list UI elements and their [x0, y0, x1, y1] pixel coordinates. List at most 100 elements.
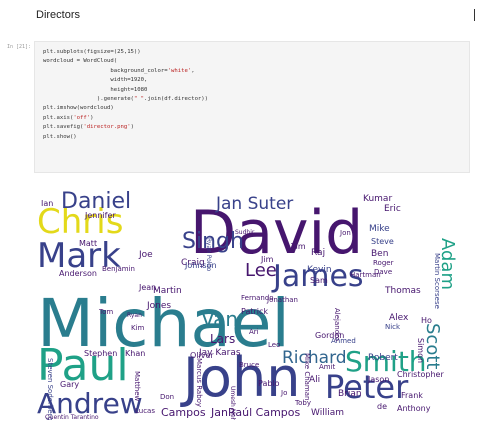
wordcloud-word: Steven Soderbergh [46, 358, 54, 420]
wordcloud-word: de [377, 402, 387, 411]
wordcloud-word: Ryan [127, 312, 142, 319]
wordcloud-word: Smith [345, 345, 427, 378]
code-token: ) [130, 124, 134, 131]
wordcloud-word: Chris [37, 202, 123, 242]
wordcloud-word: Eric [384, 204, 401, 214]
wordcloud-word: Paul [37, 340, 129, 391]
wordcloud-word: Pablo [258, 379, 280, 388]
wordcloud-word: Amit [319, 363, 336, 371]
wordcloud-word: Michael [37, 285, 290, 362]
wordcloud-word: Jennifer [84, 211, 116, 220]
wordcloud-word: Quentin Tarantino [45, 414, 99, 420]
code-cell[interactable]: plt.subplots(figsize=(25,15)) wordcloud =… [34, 41, 470, 173]
wordcloud-word: Anthony [397, 404, 431, 413]
wordcloud-word: Sam [310, 276, 328, 285]
code-line: plt.savefig('director.png') [43, 123, 208, 132]
wordcloud-word: Raúl Campos [228, 406, 301, 419]
wordcloud-word: Martin Scorsese [433, 253, 441, 309]
code-string: " " [133, 96, 145, 103]
wordcloud-word: Jason [367, 375, 389, 384]
wordcloud-word: Jan Suter [215, 194, 293, 214]
code-line: ).generate(" ".join(df.director)) [43, 95, 208, 104]
wordcloud-word: Simon [416, 338, 425, 363]
wordcloud-word: Jonathan [266, 296, 298, 304]
wordcloud-word: Scott [422, 323, 443, 369]
wordcloud-word: John [180, 346, 300, 409]
wordcloud-word: Craig [181, 258, 205, 268]
code-token: ).generate( [43, 96, 134, 103]
wordcloud-word: Anderson [59, 269, 97, 278]
code-string: 'white' [167, 67, 192, 74]
wordcloud-word: Adam [437, 238, 458, 290]
code-token: plt.savefig( [43, 124, 84, 131]
wordcloud-word: Leo [268, 341, 280, 349]
wordcloud-word: Alex [389, 313, 409, 323]
wordcloud-word: Kumar [363, 194, 392, 204]
wordcloud-word: Lucas [135, 407, 155, 415]
wordcloud-word: Robert [368, 353, 398, 363]
code-line: width=1920, [43, 76, 208, 85]
wordcloud-word: Dave [374, 268, 392, 276]
wordcloud-word: Sudhir [235, 229, 255, 236]
code-string: 'director.png' [83, 124, 131, 131]
wordcloud-word: Kevin [307, 265, 332, 275]
wordcloud-word: Ari [249, 328, 259, 336]
wordcloud-word: Ben [371, 249, 388, 259]
wordcloud-word: Steve [371, 237, 394, 246]
code-string: 'off' [73, 114, 91, 121]
wordcloud-word: David [190, 198, 363, 268]
wordcloud-word: Mike [369, 224, 390, 234]
code-token: .join(df.director)) [144, 96, 209, 103]
wordcloud-word: Gordon [315, 331, 344, 340]
wordcloud-word: Tim [290, 242, 306, 251]
wordcloud-word: Lars [210, 332, 235, 346]
code-line: wordcloud = WordCloud( [43, 57, 208, 66]
code-line: height=1080 [43, 86, 208, 95]
wordcloud-word: Roger [373, 259, 394, 267]
wordcloud-word: Christopher [397, 370, 444, 379]
wordcloud-word: Jan [210, 406, 228, 419]
wordcloud-output: David Michael John Paul Andrew Chris Mark Danie… [35, 183, 465, 420]
wordcloud-word: Jay Karas [198, 348, 241, 358]
wordcloud-word: Toby [294, 399, 311, 407]
wordcloud-word: Jon [339, 229, 351, 237]
code-token: width=1920, [43, 77, 148, 84]
wordcloud-word: Mike Chaman [303, 353, 311, 400]
text-cursor [474, 9, 475, 21]
wordcloud-word: Gary [60, 380, 79, 389]
wordcloud-word: William [311, 408, 344, 418]
code-line: background_color='white', [43, 67, 208, 76]
wordcloud-word: Fernando [241, 294, 274, 302]
wordcloud-word: Thomas [384, 286, 421, 296]
wordcloud-word: Daniel [61, 189, 131, 214]
wordcloud-word: Patrick [241, 307, 268, 316]
cell-prompt: In [21]: [7, 44, 32, 50]
wordcloud-word: Jones [146, 301, 171, 311]
code-editor[interactable]: plt.subplots(figsize=(25,15)) wordcloud =… [43, 48, 208, 142]
wordcloud-word: Benjamin [102, 265, 135, 273]
wordcloud-word: Marcus Raboy [195, 358, 203, 407]
wordcloud-word: Singh [182, 229, 244, 254]
wordcloud-word: Stephen [84, 349, 117, 358]
wordcloud-word: Frank [401, 391, 423, 400]
wordcloud-word: Kim [131, 324, 145, 332]
wordcloud-word: Jim [260, 255, 274, 264]
wordcloud-word: Oliver [190, 351, 214, 360]
wordcloud-word: Nick [385, 323, 401, 331]
code-line: plt.subplots(figsize=(25,15)) [43, 48, 208, 57]
wordcloud-word: Matt [79, 239, 97, 248]
wordcloud-word: Hartman [350, 271, 381, 279]
wordcloud-word: Peter [325, 368, 409, 406]
wordcloud-word: Andrew [37, 387, 143, 420]
section-heading: Directors [36, 9, 81, 21]
wordcloud-word: Ali [309, 375, 320, 385]
wordcloud-word: Bruce [239, 361, 259, 369]
wordcloud-word: Raj [311, 248, 325, 258]
code-token: plt.subplots(figsize=(25,15)) [43, 49, 141, 55]
wordcloud-word: Ian [41, 199, 53, 208]
code-token: plt.imshow(wordcloud) [43, 105, 114, 112]
wordcloud-word: Umesh Mehra [229, 386, 236, 420]
wordcloud-word: Jo [280, 389, 287, 397]
code-token: height=1080 [43, 86, 148, 93]
code-token: ) [90, 114, 94, 121]
